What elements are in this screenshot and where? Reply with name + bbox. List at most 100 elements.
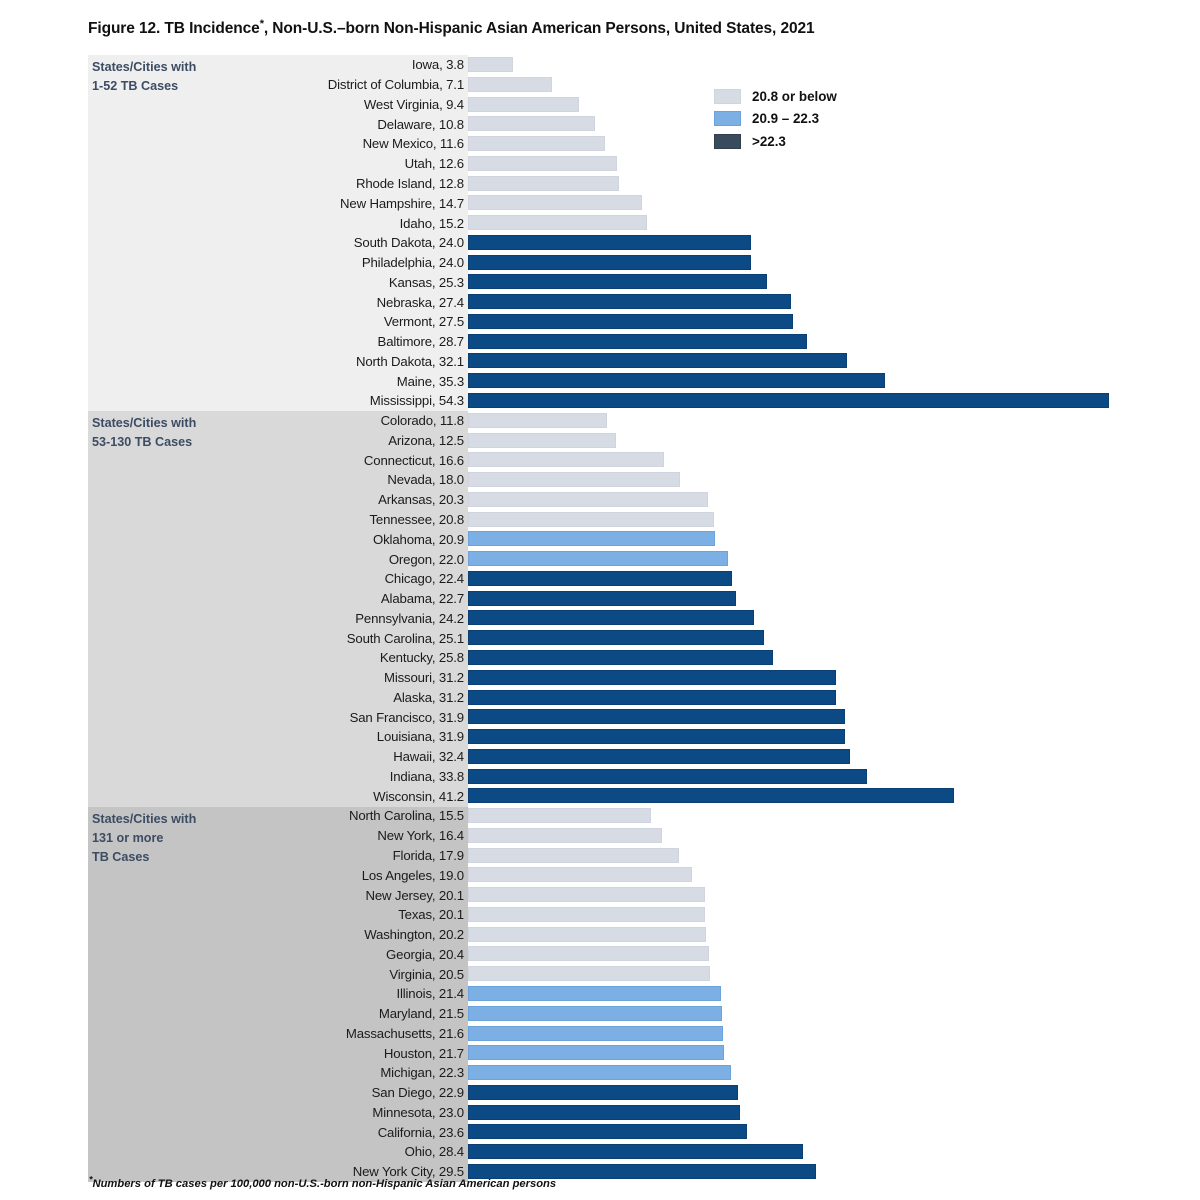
bar-row-label: Minnesota, 23.0	[372, 1104, 464, 1120]
bar-row: South Dakota, 24.0	[88, 233, 1148, 253]
bar-cell	[468, 885, 1148, 905]
bar-row-label: Florida, 17.9	[392, 848, 465, 863]
bar-cell	[468, 549, 1148, 569]
bar-row: Arkansas, 20.3	[88, 490, 1148, 510]
bar	[468, 195, 642, 211]
bar-row-label: Wisconsin, 41.2	[373, 788, 464, 804]
page-title: Figure 12. TB Incidence*, Non-U.S.–born …	[88, 18, 815, 38]
bar-row: Nevada, 18.0	[88, 470, 1148, 490]
bar-row: Alabama, 22.7	[88, 589, 1148, 609]
bar-row-label: Arkansas, 20.3	[378, 492, 464, 508]
bar	[468, 630, 765, 646]
bar-row-label: Chicago, 22.4	[384, 571, 465, 587]
bar	[468, 116, 596, 132]
bar-cell	[468, 371, 1148, 391]
bar-row-label: Rhode Island, 12.8	[355, 175, 464, 191]
bar-cell	[468, 55, 1148, 75]
chart-plot-area: Iowa, 3.8 District of Columbia, 7.1 West V…	[88, 55, 1148, 1183]
bar	[468, 274, 767, 290]
bar-row-label: Hawaii, 32.4	[393, 749, 464, 765]
bar-row: West Virginia, 9.4	[88, 95, 1148, 115]
bar	[468, 1104, 740, 1120]
bar-row: Georgia, 20.4	[88, 944, 1148, 964]
bar-row: Missouri, 31.2	[88, 668, 1148, 688]
bar-row-label: San Francisco, 31.9	[349, 709, 465, 725]
bar-cell	[468, 332, 1148, 352]
bar-cell	[468, 727, 1148, 747]
bar	[468, 887, 706, 903]
group-heading: States/Cities with 1-52 TB Cases	[92, 58, 196, 97]
bar	[468, 906, 706, 922]
bar	[468, 76, 552, 92]
bar-cell	[468, 272, 1148, 292]
bar	[468, 946, 709, 962]
bar-cell	[468, 707, 1148, 727]
bar-row: Virginia, 20.5	[88, 964, 1148, 984]
bar-row-label: Delaware, 10.8	[377, 116, 464, 132]
bar-cell	[468, 846, 1148, 866]
bar-row: New York City, 29.5	[88, 1162, 1148, 1182]
bar-cell	[468, 984, 1148, 1004]
bar-row-label: Illinois, 21.4	[396, 986, 464, 1002]
bar	[468, 175, 620, 191]
bar-row-label: Nebraska, 27.4	[376, 294, 464, 310]
footnote-text: Numbers of TB cases per 100,000 non-U.S.…	[92, 1178, 557, 1190]
bar	[468, 808, 651, 824]
bar	[468, 551, 728, 567]
bar	[468, 432, 616, 448]
bar-cell	[468, 292, 1148, 312]
bar-row-label: Iowa, 3.8	[411, 57, 464, 73]
bar-row-label: Alabama, 22.7	[380, 591, 464, 607]
bar	[468, 155, 617, 171]
group-heading: States/Cities with 131 or more TB Cases	[92, 810, 196, 868]
legend-item: >22.3	[714, 130, 934, 153]
bar	[468, 1065, 732, 1081]
bar-row-label: West Virginia, 9.4	[363, 96, 464, 112]
bar-row-label: Baltimore, 28.7	[377, 334, 465, 350]
bar	[468, 827, 662, 843]
bar-row-label: Virginia, 20.5	[389, 966, 464, 982]
bar	[468, 96, 579, 112]
bar-row: Utah, 12.6	[88, 154, 1148, 174]
bar-cell	[468, 431, 1148, 451]
bar-cell	[468, 233, 1148, 253]
bar	[468, 926, 707, 942]
bar-row: Rhode Island, 12.8	[88, 174, 1148, 194]
group-heading-line: States/Cities with	[92, 416, 197, 431]
bar-cell	[468, 1122, 1148, 1142]
bar-cell	[468, 450, 1148, 470]
bar-row-label: Colorado, 11.8	[380, 413, 465, 429]
bar-row: Ohio, 28.4	[88, 1142, 1148, 1162]
bar-row-label: New Mexico, 11.6	[362, 136, 465, 152]
bar	[468, 1084, 739, 1100]
bar	[468, 669, 837, 685]
bar-row: Vermont, 27.5	[88, 312, 1148, 332]
bar-cell	[468, 648, 1148, 668]
legend-item: 20.8 or below	[714, 85, 934, 108]
bar-row-label: Mississippi, 54.3	[369, 393, 464, 409]
bar	[468, 788, 955, 804]
bar-row: Nebraska, 27.4	[88, 292, 1148, 312]
bar-cell	[468, 470, 1148, 490]
bar-cell	[468, 312, 1148, 332]
bar-cell	[468, 1024, 1148, 1044]
bar-cell	[468, 114, 1148, 134]
bar-cell	[468, 411, 1148, 431]
bar-cell	[468, 628, 1148, 648]
bar-cell	[468, 1083, 1148, 1103]
bar-row: Colorado, 11.8	[88, 411, 1148, 431]
bar-row-label: Michigan, 22.3	[380, 1065, 464, 1081]
bar-cell	[468, 747, 1148, 767]
bar-row: Louisiana, 31.9	[88, 727, 1148, 747]
legend-swatch-icon	[714, 133, 741, 149]
bar-row-label: South Dakota, 24.0	[353, 235, 464, 251]
bar	[468, 393, 1109, 409]
group-band	[88, 55, 468, 412]
bar-cell	[468, 193, 1148, 213]
bar	[468, 333, 807, 349]
bar-cell	[468, 569, 1148, 589]
bar-row: Arizona, 12.5	[88, 431, 1148, 451]
bar-row: San Diego, 22.9	[88, 1083, 1148, 1103]
bar-row-label: Tennessee, 20.8	[369, 511, 464, 527]
bar-cell	[468, 253, 1148, 273]
